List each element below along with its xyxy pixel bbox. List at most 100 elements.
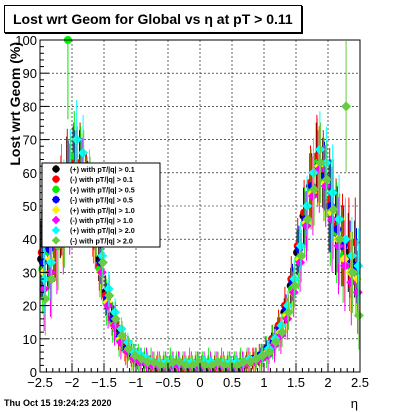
y-tick-label: 60 bbox=[23, 166, 37, 181]
data-point bbox=[123, 343, 134, 354]
y-tick-label: 50 bbox=[23, 199, 37, 214]
y-axis-label: Lost wrt Geom (%) bbox=[7, 42, 23, 166]
legend-label: (+) with pT/|q| > 2.0 bbox=[70, 226, 135, 235]
legend-marker bbox=[52, 196, 60, 204]
legend-label: (-) with pT/|q| > 0.5 bbox=[70, 196, 133, 205]
data-point bbox=[168, 357, 179, 368]
data-point bbox=[103, 300, 114, 311]
data-point bbox=[346, 277, 357, 288]
data-point bbox=[115, 337, 126, 348]
data-point bbox=[97, 257, 108, 268]
legend-label: (-) with pT/|q| > 0.1 bbox=[70, 175, 133, 184]
data-point bbox=[341, 101, 352, 112]
data-point bbox=[142, 357, 153, 368]
legend-marker bbox=[52, 185, 60, 193]
legend: (+) with pT/|q| > 0.1(-) with pT/|q| > 0… bbox=[41, 162, 161, 248]
legend-label: (-) with pT/|q| > 2.0 bbox=[70, 236, 133, 245]
data-point bbox=[238, 357, 249, 368]
y-tick-label: 30 bbox=[23, 265, 37, 280]
data-point bbox=[96, 267, 107, 278]
data-point bbox=[296, 250, 307, 261]
data-point bbox=[302, 201, 313, 211]
data-point bbox=[122, 337, 133, 348]
data-point bbox=[289, 274, 300, 285]
y-tick-label: 0 bbox=[30, 365, 37, 380]
data-point bbox=[353, 310, 364, 321]
data-point bbox=[117, 330, 128, 341]
data-point bbox=[200, 360, 211, 371]
data-point bbox=[97, 250, 108, 261]
legend-label: (+) with pT/|q| > 0.5 bbox=[70, 185, 135, 194]
x-tick-label: −0.5 bbox=[155, 375, 181, 390]
data-point bbox=[327, 187, 338, 198]
data-point bbox=[276, 320, 287, 331]
x-axis-label: η bbox=[351, 396, 358, 411]
data-point bbox=[353, 260, 364, 271]
data-point bbox=[39, 274, 50, 285]
data-point bbox=[155, 360, 166, 371]
data-point bbox=[301, 220, 312, 231]
legend-marker bbox=[51, 215, 61, 225]
y-tick-label: 90 bbox=[23, 66, 37, 81]
y-tick-label: 40 bbox=[23, 232, 37, 247]
x-tick-label: −1.5 bbox=[91, 375, 117, 390]
data-point bbox=[327, 214, 338, 225]
legend-marker bbox=[51, 236, 61, 245]
data-point bbox=[110, 313, 121, 324]
data-point bbox=[321, 174, 332, 185]
data-point bbox=[289, 280, 300, 291]
data-point bbox=[333, 240, 344, 251]
data-point bbox=[334, 214, 345, 225]
data-point bbox=[307, 191, 318, 202]
x-tick-label: 1 bbox=[260, 375, 267, 390]
data-point bbox=[340, 234, 351, 245]
legend-label: (+) with pT/|q| > 0.1 bbox=[70, 165, 135, 174]
data-point bbox=[270, 337, 281, 348]
legend-label: (-) with pT/|q| > 1.0 bbox=[70, 216, 133, 225]
footer-timestamp: Thu Oct 15 19:24:23 2020 bbox=[4, 398, 112, 408]
axes: −2.5 −2 −1.5 −1 −0.5 0 0.5 1 1.5 2 2.5 0 10 20 30 40 50 6… bbox=[15, 33, 369, 390]
data-point bbox=[103, 284, 114, 294]
data-point bbox=[225, 360, 236, 371]
data-point bbox=[104, 290, 115, 301]
x-tick-label: 1.5 bbox=[287, 375, 305, 390]
data-point bbox=[71, 134, 82, 145]
x-tick-label: 2 bbox=[324, 375, 331, 390]
legend-marker bbox=[52, 165, 60, 173]
x-tick-label: 0 bbox=[196, 375, 203, 390]
data-point bbox=[282, 300, 293, 311]
data-point bbox=[315, 157, 326, 168]
data-point bbox=[46, 274, 57, 285]
data-point bbox=[339, 254, 350, 265]
data-point bbox=[109, 320, 120, 331]
data-point bbox=[339, 260, 350, 271]
x-tick-label: 2.5 bbox=[351, 375, 369, 390]
data-point bbox=[39, 284, 50, 294]
data-point bbox=[283, 307, 294, 318]
data-point bbox=[45, 267, 56, 278]
x-tick-label: −2 bbox=[65, 375, 80, 390]
data-point bbox=[116, 323, 127, 334]
x-tick-label: 0.5 bbox=[223, 375, 241, 390]
data-point bbox=[314, 144, 325, 155]
legend-marker bbox=[52, 175, 60, 183]
data-point bbox=[181, 360, 192, 371]
y-tick-label: 20 bbox=[23, 299, 37, 314]
data-point bbox=[78, 147, 89, 158]
data-point bbox=[309, 184, 320, 195]
data-point bbox=[328, 204, 339, 215]
data-point bbox=[295, 240, 306, 251]
y-tick-label: 70 bbox=[23, 133, 37, 148]
data-point bbox=[347, 267, 358, 278]
y-tick-label: 80 bbox=[23, 99, 37, 114]
data-point bbox=[282, 313, 293, 324]
data-point bbox=[308, 167, 319, 178]
data-point bbox=[334, 234, 345, 245]
data-point bbox=[321, 157, 332, 168]
data-point bbox=[320, 181, 331, 192]
chart-title: Lost wrt Geom for Global vs η at pT > 0.… bbox=[4, 5, 302, 33]
x-tick-label: −1 bbox=[129, 375, 144, 390]
y-tick-label: 100 bbox=[15, 33, 37, 48]
data-point bbox=[277, 327, 288, 338]
